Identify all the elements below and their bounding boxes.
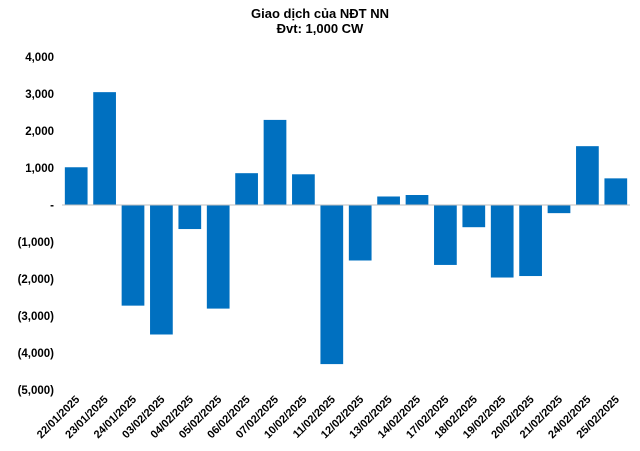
bar: [604, 178, 628, 205]
y-tick-label: 3,000: [25, 89, 54, 101]
y-axis: 4,000 3,000 2,000 1,000 - (1,000) (2,000) (3,00…: [18, 52, 55, 397]
bar: [519, 205, 542, 277]
bar: [292, 174, 315, 205]
chart-title: Giao dịch của NĐT NN: [251, 6, 389, 21]
x-axis: 22/01/202523/01/202524/01/202503/02/2025…: [35, 394, 622, 441]
bar: [64, 167, 88, 205]
bar: [150, 205, 173, 335]
y-tick-label: -: [50, 200, 54, 212]
bar: [576, 146, 599, 205]
bar: [121, 205, 145, 306]
bar: [93, 92, 116, 205]
bar: [462, 205, 486, 228]
bar: [206, 205, 230, 309]
y-tick-label: 1,000: [25, 163, 54, 175]
bar: [434, 205, 457, 265]
y-tick-label: (1,000): [18, 237, 55, 249]
y-tick-label: 2,000: [25, 126, 54, 138]
bar: [490, 205, 514, 278]
bars: [64, 92, 628, 365]
y-tick-label: (2,000): [18, 274, 55, 286]
bar: [377, 196, 400, 205]
y-tick-label: (3,000): [18, 311, 55, 323]
bar: [178, 205, 202, 230]
y-tick-label: (5,000): [18, 385, 55, 397]
y-tick-label: 4,000: [25, 52, 54, 64]
chart-subtitle: Đvt: 1,000 CW: [276, 21, 364, 36]
bar: [320, 205, 344, 365]
bar: [405, 195, 429, 205]
bar: [263, 119, 287, 205]
bar: [547, 205, 571, 214]
bar: [235, 173, 258, 205]
bar: [348, 205, 372, 261]
y-tick-label: (4,000): [18, 348, 55, 360]
